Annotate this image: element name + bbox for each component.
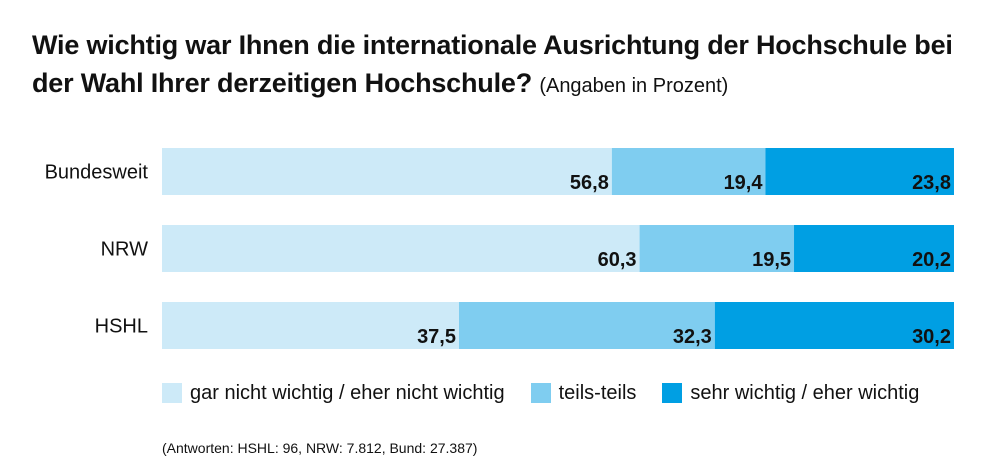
- legend-swatch-gar-nicht-wichtig: [162, 383, 182, 403]
- legend-swatch-sehr-wichtig: [662, 383, 683, 403]
- category-label-hshl: HSHL: [95, 316, 148, 338]
- chart-title-unit: (Angaben in Prozent): [539, 75, 729, 97]
- chart-title-main: Wie wichtig war Ihnen die internationale…: [32, 30, 953, 98]
- bar-bundesweit-series-3: [765, 148, 954, 195]
- stacked-bar-chart: Bundesweit 56,8 19,4 23,8 NRW 60,3 19,5 20,2 HSH…: [45, 148, 954, 349]
- data-label-hshl-series-3: 30,2: [912, 326, 951, 348]
- data-label-hshl-series-2: 32,3: [673, 326, 712, 348]
- data-label-nrw-series-2: 19,5: [752, 249, 791, 271]
- bar-hshl-series-3: [714, 302, 954, 349]
- data-label-nrw-series-1: 60,3: [598, 249, 637, 271]
- legend-label-teils-teils: teils-teils: [558, 381, 637, 404]
- bar-hshl-series-1: [162, 302, 459, 349]
- bar-hshl-series-2: [459, 302, 715, 349]
- data-label-hshl-series-1: 37,5: [417, 326, 456, 348]
- legend-label-sehr-wichtig: sehr wichtig / eher wichtig: [690, 381, 920, 404]
- category-label-bundesweit: Bundesweit: [45, 162, 149, 184]
- legend-item-gar-nicht-wichtig: gar nicht wichtig / eher nicht wichtig: [162, 382, 505, 405]
- data-label-bundesweit-series-2: 19,4: [724, 172, 764, 194]
- category-label-nrw: NRW: [101, 239, 149, 261]
- legend-label-gar-nicht-wichtig: gar nicht wichtig / eher nicht wichtig: [190, 381, 505, 404]
- data-label-nrw-series-3: 20,2: [912, 249, 951, 271]
- chart-legend: gar nicht wichtig / eher nicht wichtig t…: [162, 380, 945, 406]
- bar-bundesweit-series-2: [611, 148, 766, 195]
- bar-nrw-series-1: [162, 225, 640, 272]
- bar-nrw-series-2: [639, 225, 795, 272]
- bar-bundesweit-series-1: [162, 148, 612, 195]
- legend-swatch-teils-teils: [530, 383, 551, 403]
- bar-nrw-series-3: [794, 225, 954, 272]
- data-label-bundesweit-series-1: 56,8: [570, 172, 609, 194]
- footnote: (Antworten: HSHL: 96, NRW: 7.812, Bund: …: [162, 440, 478, 456]
- chart-title: Wie wichtig war Ihnen die internationale…: [32, 26, 972, 105]
- data-label-bundesweit-series-3: 23,8: [912, 172, 951, 194]
- legend-item-sehr-wichtig: sehr wichtig / eher wichtig: [662, 382, 919, 405]
- legend-item-teils-teils: teils-teils: [530, 381, 637, 405]
